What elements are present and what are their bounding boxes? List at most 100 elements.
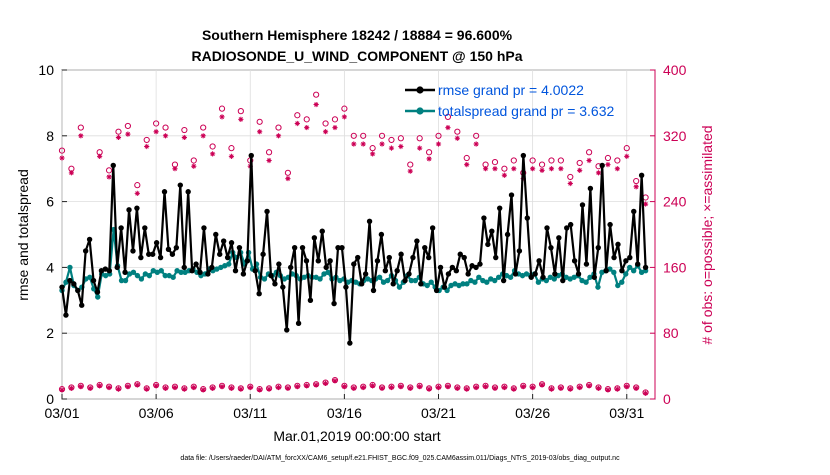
rmse-point	[552, 271, 558, 277]
obs-assimilated-marker	[266, 157, 272, 164]
rmse-point	[67, 277, 73, 284]
rmse-point	[114, 264, 120, 271]
obs-assimilated-marker	[501, 384, 507, 391]
y-right-tick-label: 240	[663, 194, 687, 210]
rmse-point	[134, 205, 140, 211]
rmse-point	[426, 254, 432, 261]
rmse-point	[157, 254, 164, 261]
totalspread-point	[162, 272, 168, 279]
obs-assimilated-marker	[445, 384, 451, 390]
y-right-tick-label: 160	[663, 259, 687, 275]
rmse-point	[540, 274, 546, 280]
y-axis-right: 0 80 160 240 320 400	[650, 62, 687, 407]
rmse-point	[177, 182, 183, 188]
obs-assimilated-marker	[473, 141, 479, 147]
rmse-point	[153, 240, 160, 246]
totalspread-point	[118, 277, 125, 284]
obs-assimilated-marker	[586, 157, 592, 164]
rmse-point	[181, 264, 187, 271]
obs-assimilated-marker	[530, 384, 536, 391]
obs-possible-marker	[341, 105, 348, 112]
obs-assimilated-marker	[407, 385, 413, 391]
rmse-point	[496, 205, 503, 211]
footer-data-file: data file: /Users/raeder/DAI/ATM_forcXX/…	[180, 455, 620, 462]
rmse-point	[512, 271, 519, 277]
obs-possible-marker	[115, 128, 122, 135]
rmse-point	[481, 215, 487, 221]
obs-possible-marker	[614, 157, 621, 164]
rmse-point	[418, 281, 424, 287]
totalspread-point	[67, 264, 73, 271]
rmse-point	[71, 281, 77, 287]
obs-possible-marker	[633, 177, 640, 185]
obs-assimilated-marker	[210, 385, 216, 391]
obs-assimilated-marker	[294, 120, 300, 127]
rmse-point	[343, 284, 349, 290]
obs-assimilated-marker	[605, 387, 611, 393]
obs-possible-marker	[284, 169, 292, 176]
obs-possible-marker	[313, 91, 320, 98]
obs-assimilated-marker	[435, 141, 442, 147]
rmse-point	[142, 225, 148, 231]
rmse-point	[224, 254, 231, 261]
totalspread-point	[583, 279, 589, 285]
chart-title-line2: RADIOSONDE_U_WIND_COMPONENT @ 150 hPa	[191, 48, 522, 64]
rmse-point	[485, 241, 491, 248]
obs-possible-marker	[491, 159, 499, 166]
rmse-point	[205, 271, 211, 277]
rmse-point	[402, 277, 408, 284]
x-tick-label: 03/21	[421, 405, 456, 421]
obs-assimilated-marker	[115, 134, 122, 141]
rmse-point	[63, 312, 69, 318]
rmse-point	[232, 267, 239, 274]
obs-assimilated-marker	[605, 161, 611, 168]
obs-possible-marker	[360, 132, 367, 139]
obs-possible-marker	[275, 124, 282, 131]
rmse-point	[524, 215, 530, 221]
rmse-point	[209, 264, 215, 271]
rmse-point	[433, 287, 440, 294]
legend-rmse-label: rmse grand pr = 4.0022	[438, 82, 584, 98]
obs-possible-marker	[444, 113, 452, 120]
rmse-point	[244, 258, 251, 264]
obs-possible-marker	[510, 157, 517, 164]
rmse-point	[493, 254, 499, 261]
obs-assimilated-marker	[558, 385, 564, 391]
rmse-point	[169, 251, 176, 257]
obs-assimilated-marker	[162, 133, 169, 139]
rmse-point	[441, 284, 448, 290]
obs-assimilated-marker	[360, 141, 366, 147]
totalspread-point	[261, 276, 268, 282]
rmse-point	[603, 267, 609, 274]
obs-possible-marker	[294, 112, 301, 119]
obs-assimilated-marker	[464, 386, 470, 392]
obs-possible-marker	[567, 173, 574, 181]
obs-possible-marker	[397, 135, 404, 142]
obs-possible-marker	[416, 135, 423, 142]
obs-assimilated-marker	[97, 153, 103, 159]
rmse-point	[504, 231, 511, 238]
obs-assimilated-marker	[370, 151, 376, 157]
obs-assimilated-marker	[125, 131, 131, 137]
obs-assimilated-marker	[304, 383, 310, 389]
obs-assimilated-marker	[172, 166, 178, 172]
rmse-point	[489, 228, 495, 234]
obs-assimilated-marker	[285, 175, 291, 182]
y-left-tick-label: 0	[46, 391, 54, 407]
obs-assimilated-marker	[228, 385, 235, 391]
totalspread-point	[484, 279, 490, 285]
totalspread-point	[130, 269, 137, 276]
obs-possible-marker	[407, 161, 414, 168]
rmse-point	[362, 271, 369, 277]
rmse-point	[252, 267, 258, 274]
rmse-point	[583, 261, 590, 267]
obs-assimilated-marker	[322, 380, 329, 386]
rmse-point	[378, 231, 385, 238]
y-left-tick-label: 2	[46, 325, 54, 341]
obs-possible-marker	[623, 145, 630, 152]
rmse-point	[110, 162, 116, 169]
rmse-point	[642, 264, 649, 271]
rmse-point	[288, 264, 294, 271]
obs-assimilated-marker	[595, 170, 602, 176]
